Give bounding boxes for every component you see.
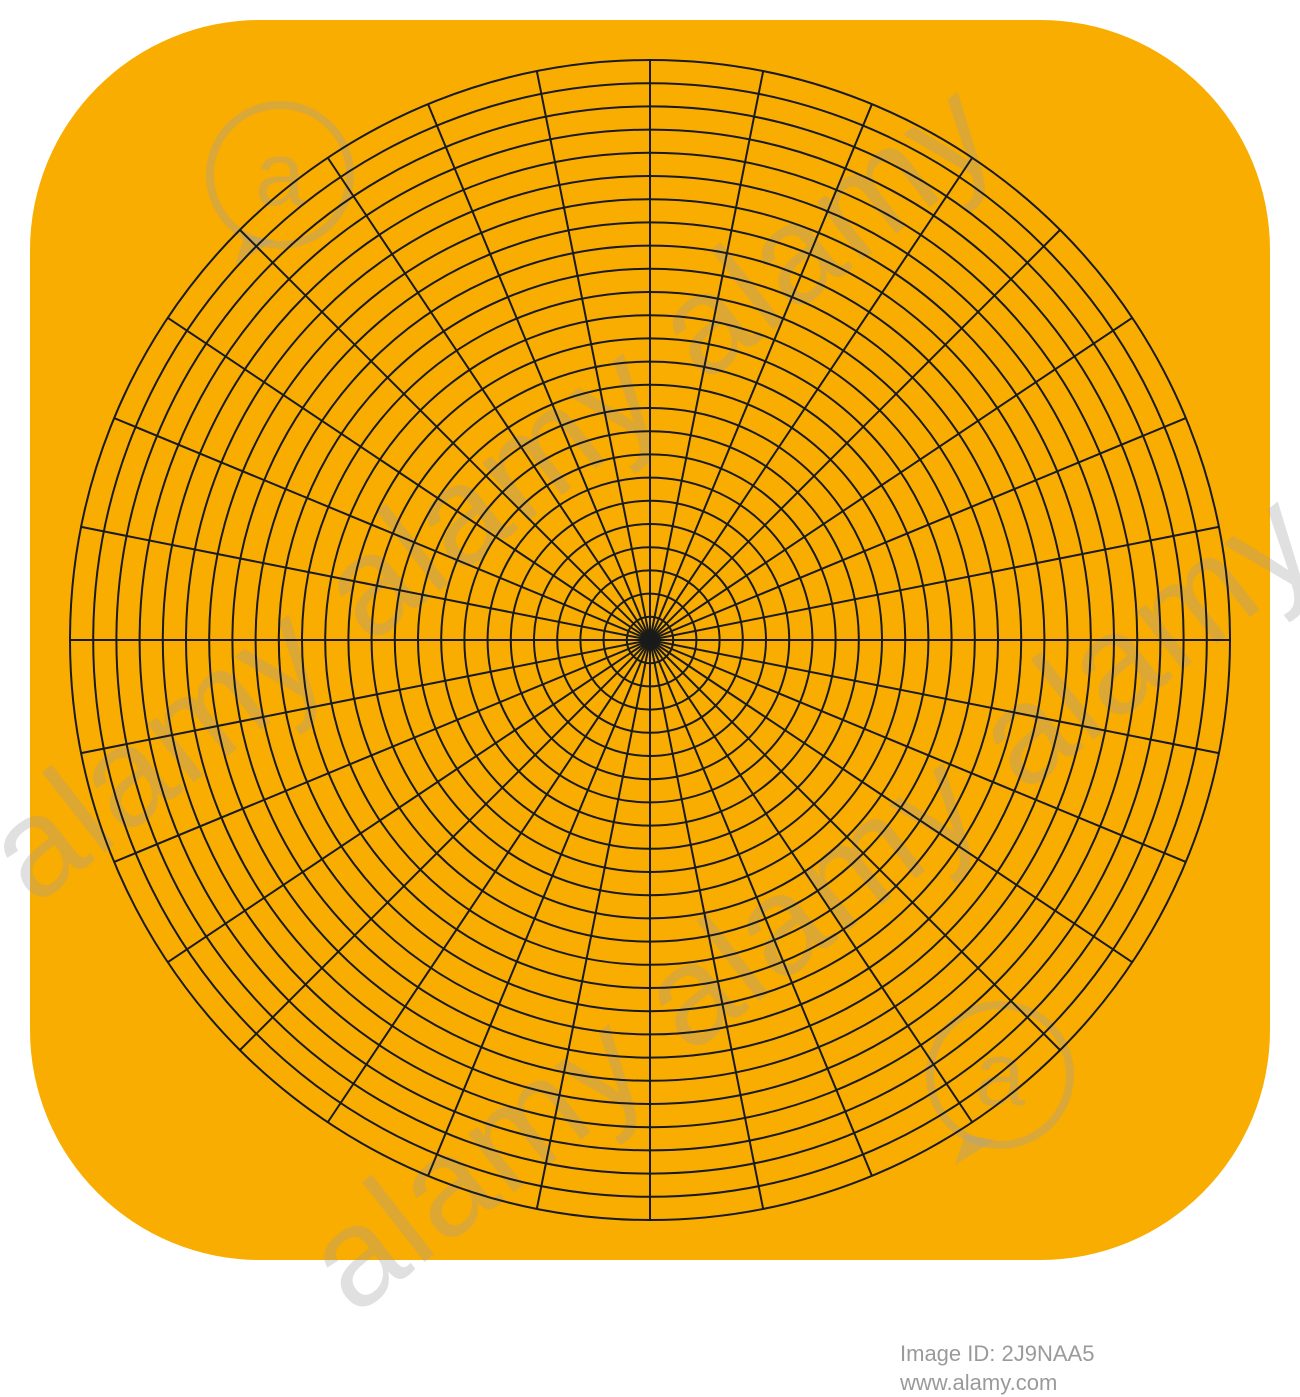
watermark-caption: Image ID: 2J9NAA5 www.alamy.com bbox=[900, 1340, 1094, 1397]
watermark-url: www.alamy.com bbox=[900, 1369, 1094, 1397]
polar-grid-diagram bbox=[65, 55, 1235, 1225]
rounded-square-background bbox=[30, 20, 1270, 1260]
watermark-image-id: Image ID: 2J9NAA5 bbox=[900, 1340, 1094, 1369]
